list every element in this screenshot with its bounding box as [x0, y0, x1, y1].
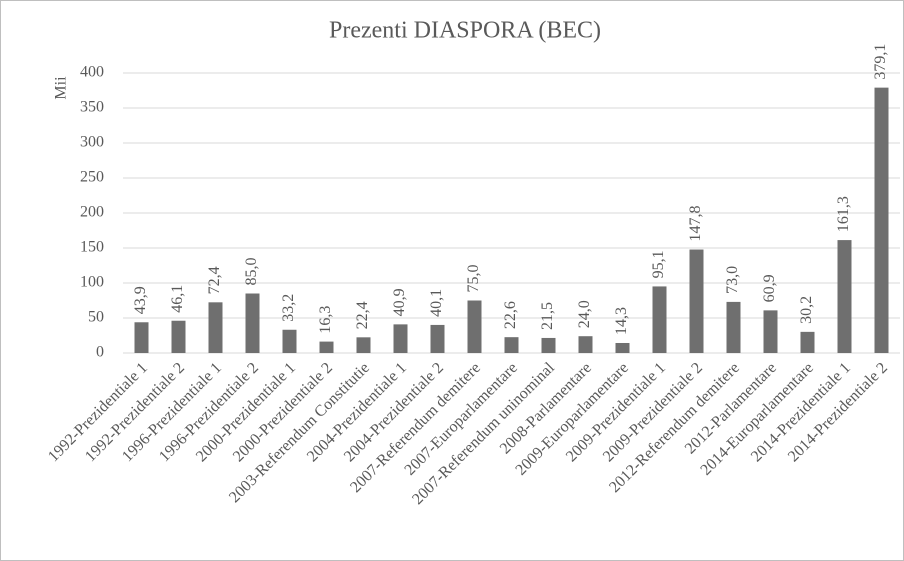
data-label: 73,0: [724, 266, 741, 294]
data-label: 85,0: [243, 258, 260, 286]
bar: [837, 240, 852, 353]
data-label: 33,2: [280, 294, 297, 322]
bar: [134, 322, 149, 353]
y-tick-label: 400: [80, 64, 104, 81]
bar: [874, 87, 889, 353]
data-label: 24,0: [576, 300, 593, 328]
y-tick-label: 300: [80, 134, 104, 151]
y-tick-label: 200: [80, 204, 104, 221]
bar: [208, 302, 223, 353]
data-label: 95,1: [650, 250, 667, 278]
y-tick-label: 50: [88, 309, 104, 326]
data-label: 40,1: [428, 289, 445, 317]
bar: [726, 301, 741, 353]
data-label: 16,3: [317, 306, 334, 334]
bar: [430, 324, 445, 353]
bar: [652, 286, 667, 353]
y-tick-label: 350: [80, 99, 104, 116]
data-label: 379,1: [872, 44, 889, 80]
bar: [282, 329, 297, 353]
y-tick-label: 250: [80, 169, 104, 186]
bar: [541, 337, 556, 353]
bar: [467, 300, 482, 353]
bar: [763, 310, 778, 353]
data-label: 60,9: [761, 274, 778, 302]
y-tick-label: 150: [80, 239, 104, 256]
y-axis-label: Mii: [53, 76, 70, 100]
bar: [800, 331, 815, 353]
bar: [578, 336, 593, 353]
data-label: 161,3: [835, 196, 852, 232]
bar: [245, 293, 260, 353]
bar: [393, 324, 408, 353]
data-label: 22,4: [354, 301, 371, 329]
data-label: 46,1: [169, 285, 186, 313]
data-label: 14,3: [613, 307, 630, 335]
data-label: 22,6: [502, 301, 519, 329]
bar: [171, 320, 186, 353]
data-label: 72,4: [206, 266, 223, 294]
y-tick-label: 0: [96, 344, 104, 361]
y-tick-label: 100: [80, 274, 104, 291]
bar: [319, 341, 334, 353]
data-label: 75,0: [465, 265, 482, 293]
data-label: 40,9: [391, 288, 408, 316]
data-label: 147,8: [687, 206, 704, 242]
data-label: 43,9: [132, 286, 149, 314]
bar: [689, 249, 704, 353]
chart-title: Prezenti DIASPORA (BEC): [329, 18, 601, 44]
data-label: 21,5: [539, 302, 556, 330]
data-label: 30,2: [798, 296, 815, 324]
bar: [356, 337, 371, 353]
bar: [504, 337, 519, 353]
bar: [615, 342, 630, 353]
